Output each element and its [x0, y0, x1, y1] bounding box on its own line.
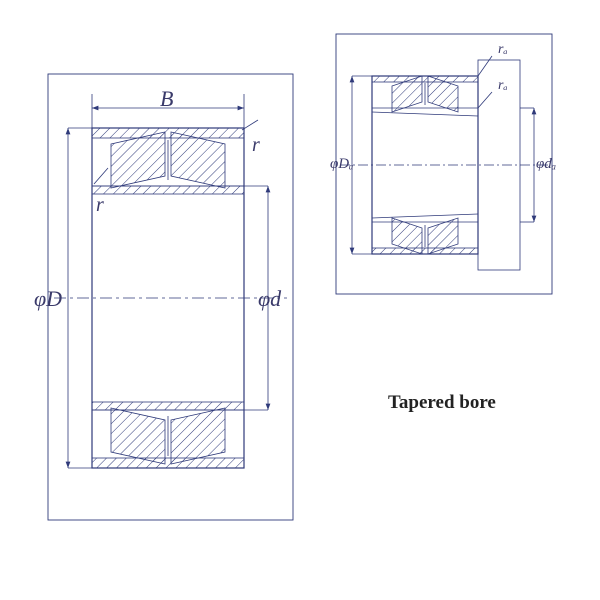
- label-ra2: rₐ: [498, 78, 508, 94]
- label-phid: φd: [258, 286, 281, 312]
- label-ra1: rₐ: [498, 42, 508, 58]
- diagram-canvas: B φD φd r r φDₐ φdₐ rₐ rₐ Tapered bore: [0, 0, 600, 600]
- label-phiD: φD: [34, 286, 62, 312]
- label-r-left: r: [96, 194, 104, 217]
- label-phida: φdₐ: [536, 156, 556, 173]
- diagram-svg: [0, 0, 600, 600]
- label-phiDa: φDₐ: [330, 156, 354, 173]
- label-B: B: [160, 86, 173, 112]
- label-r-top: r: [252, 134, 260, 157]
- caption: Tapered bore: [388, 392, 496, 414]
